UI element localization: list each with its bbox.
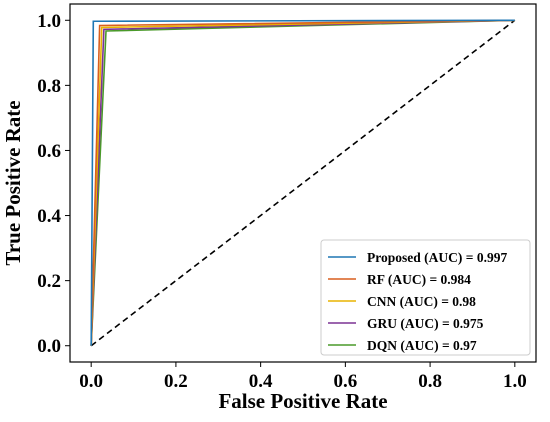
legend: Proposed (AUC) = 0.997 RF (AUC) = 0.984 CN… (320, 239, 531, 356)
x-axis-label: False Positive Rate (218, 389, 387, 413)
y-tick-label: 0.8 (37, 76, 61, 97)
plot-frame (69, 3, 537, 363)
x-tick-label: 0.8 (418, 371, 442, 392)
plot-area (90, 19, 516, 347)
series-line-0 (90, 19, 515, 346)
y-tick-label: 0.2 (37, 271, 61, 292)
legend-entry-label: CNN (AUC) = 0.98 (367, 294, 476, 309)
y-tick-label: 0.6 (37, 141, 61, 162)
y-tick-label: 1.0 (37, 11, 61, 32)
x-tick-label: 0.6 (333, 371, 357, 392)
legend-entry-label: GRU (AUC) = 0.975 (367, 316, 484, 331)
y-axis-ticks: 0.0 0.2 0.4 0.6 0.8 1.0 (37, 11, 70, 357)
legend-entry-label: RF (AUC) = 0.984 (367, 272, 471, 287)
reference-diagonal-line (90, 19, 516, 347)
x-axis-ticks: 0.0 0.2 0.4 0.6 0.8 1.0 (79, 362, 527, 392)
legend-box (320, 239, 531, 356)
x-tick-label: 0.0 (79, 371, 103, 392)
legend-entry-label: DQN (AUC) = 0.97 (367, 338, 477, 353)
legend-entry-label: Proposed (AUC) = 0.997 (367, 250, 507, 265)
y-tick-label: 0.4 (37, 206, 61, 227)
series-line-1 (90, 19, 515, 346)
x-tick-label: 0.2 (164, 371, 188, 392)
y-axis-label: True Positive Rate (1, 100, 25, 265)
x-tick-label: 0.4 (249, 371, 273, 392)
x-tick-label: 1.0 (503, 371, 527, 392)
y-tick-label: 0.0 (37, 336, 61, 357)
